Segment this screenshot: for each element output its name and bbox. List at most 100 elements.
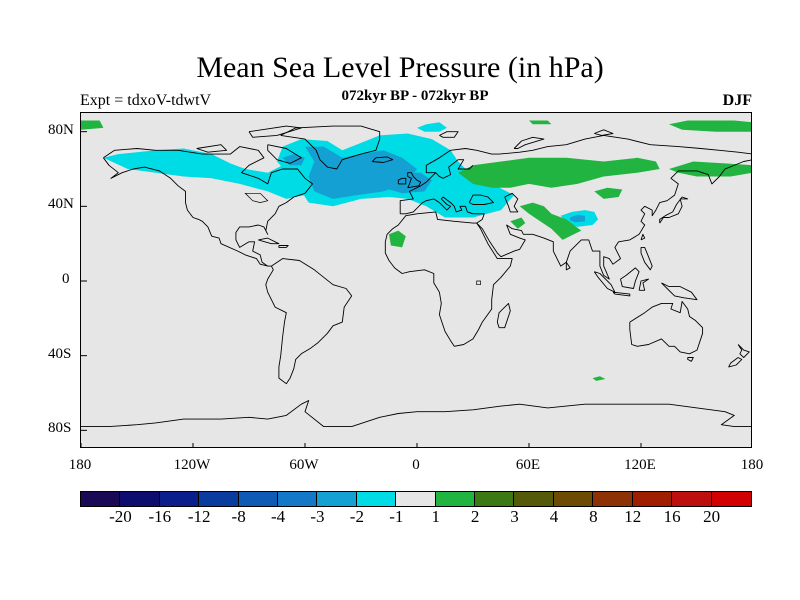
coastline-cuba [258,237,280,245]
colorbar-label: -3 [310,507,325,526]
anomaly-green-southern-ocean [592,376,606,381]
colorbar-label: 8 [589,507,598,526]
coastline-australia [629,301,704,355]
coastline-hispaniola [278,245,289,248]
colorbar-box [356,492,397,506]
colorbar-box [435,492,476,506]
colorbar-label: -20 [109,507,132,526]
colorbar-box [514,492,554,506]
anomaly-green-siberia [458,157,660,188]
coastline-scandinavia-south [435,159,474,179]
colorbar-label: -4 [270,507,286,526]
lake-great-lakes [244,192,269,203]
lon-tick-label: 60E [515,457,541,473]
anomaly-cyan-north-pacific [103,148,315,199]
chart-subtitle: 072kyr BP - 072kyr BP [341,88,489,104]
lon-tick-label: 120E [624,457,656,473]
colorbar-box [238,492,279,506]
coastline-svalbard [439,131,459,138]
coastline-south-america [265,258,353,385]
coastline-new-zealand-south [728,357,743,368]
colorbar-box [396,492,436,506]
anomaly-green-alaska [81,120,104,130]
colorbar-box [593,492,633,506]
coastline-madagascar [496,302,511,329]
coastline-ellesmere [248,125,302,138]
lat-tick-label: 40S [48,345,72,362]
anomaly-cyan-sea-ice [417,122,447,132]
coastline-novaya-zemlya [513,136,545,149]
map-svg [81,120,751,447]
coastline-severnaya [594,129,614,136]
colorbar-label: -8 [231,507,246,526]
coastline-victoria-island [196,144,228,153]
anomaly-green-kara [529,120,552,125]
anomaly-green-arabia [510,217,526,229]
lon-tick-label: 120W [173,457,211,473]
map-panel [80,112,752,448]
coastline-philippines [640,246,653,271]
lon-tick-label: 60W [289,457,319,473]
colorbar-box [672,492,712,506]
colorbar-label: 1 [431,507,440,526]
colorbar-label: 3 [510,507,519,526]
coastline-sumatra [593,271,616,293]
anomaly-blue-tibet [570,214,585,223]
anomaly-layer [81,120,751,381]
colorbar-box [81,492,121,506]
coastline-taiwan [640,233,646,241]
colorbar-box [120,492,160,506]
coastline-baffin [267,144,302,164]
coastline-sulawesi [638,278,649,291]
colorbar-label: 12 [624,507,642,526]
colorbar-label: -2 [349,507,364,526]
coastline-tasmania [687,357,694,362]
colorbar-label: 4 [549,507,559,526]
coastline-japan [659,196,689,224]
coastline-africa [384,211,513,347]
colorbar-label: 16 [663,507,681,526]
season-label: DJF [722,92,752,109]
colorbar-box [553,492,594,506]
coastline-antarctica [81,400,751,428]
lat-tick-label: 0 [62,271,70,287]
colorbar-label: 20 [703,507,721,526]
coastline-north-america [103,146,313,267]
colorbar-label: -16 [148,507,172,526]
anomaly-green-mongolia [594,187,623,199]
colorbar-label: -1 [389,507,404,526]
coastline-black-sea [468,194,494,205]
colorbar-box [711,492,751,506]
colorbar-label: 2 [470,507,480,526]
colorbar-box [632,492,673,506]
coastline-sri-lanka [565,262,571,271]
chart-title: Mean Sea Level Pressure (in hPa) [196,51,604,84]
anomaly-blue-atlantic-lobe [383,172,432,194]
colorbar-label: -12 [187,507,211,526]
coastline-layer [81,125,751,447]
coastline-java [612,291,631,297]
anomaly-green-arctic [669,120,751,132]
lat-tick-label: 40N [48,196,74,213]
lon-tick-label: 0 [412,457,420,473]
anomaly-green-central-asia [519,202,582,240]
colorbar-box [278,492,318,506]
coastline-uk [407,172,422,189]
colorbar-box [317,492,357,506]
anomaly-green-east-siberia [669,161,751,177]
coastline-new-zealand-north [737,344,750,358]
coastline-ireland [397,177,407,185]
colorbar [80,491,752,507]
colorbar-box [475,492,515,506]
coastline-greenland [280,125,381,170]
colorbar-box [159,492,200,506]
colorbar-box [199,492,239,506]
lake-lake-victoria [476,280,481,286]
coastline-caspian [504,192,519,213]
coastline-new-guinea [661,282,698,301]
lon-tick-label: 180 [68,457,92,473]
anomaly-green-sahara [389,230,406,248]
lon-tick-label: 180 [740,457,764,473]
coastline-iceland [371,156,394,163]
coastline-eurasia [399,134,751,280]
